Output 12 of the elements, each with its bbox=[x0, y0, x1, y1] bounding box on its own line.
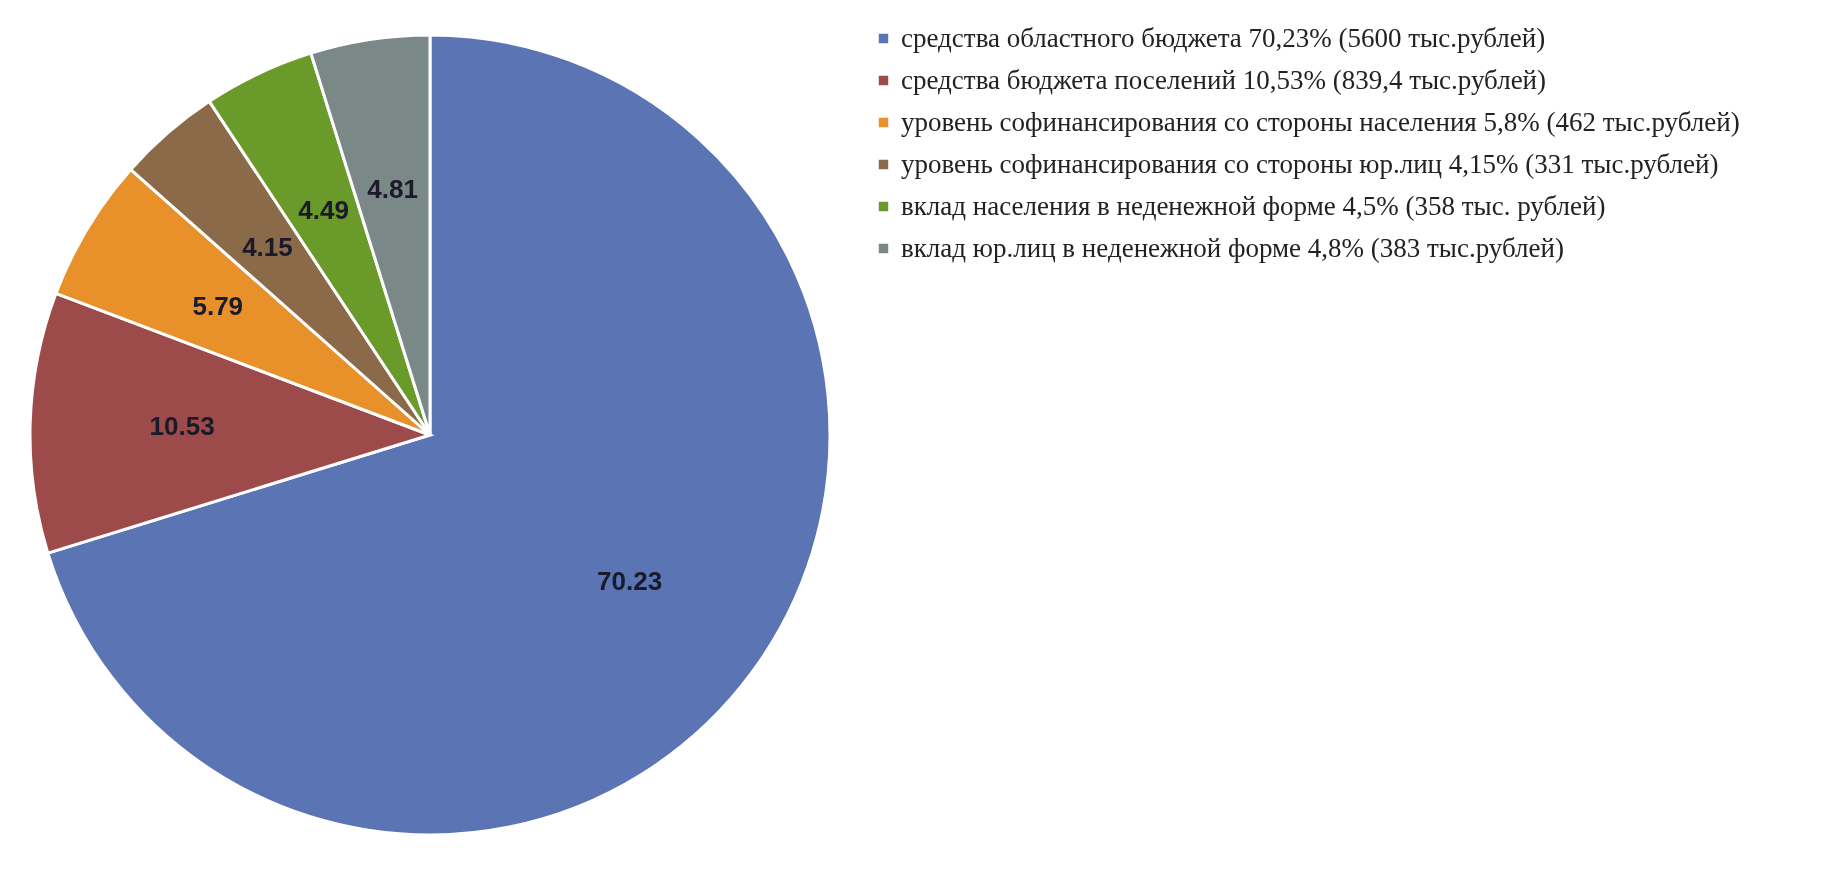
legend-label: вклад населения в неденежной форме 4,5% (358 тыс. рублей) bbox=[901, 190, 1606, 221]
data-label: 4.15 bbox=[242, 231, 293, 262]
data-label: 10.53 bbox=[149, 411, 215, 442]
legend-label: вклад юр.лиц в неденежной форме 4,8% (383 тыс.рублей) bbox=[901, 232, 1564, 263]
data-label: 4.81 bbox=[367, 173, 418, 204]
legend-label: средства бюджета поселений 10,53% (839,4 тыс.рублей) bbox=[901, 64, 1547, 95]
data-label: 5.79 bbox=[192, 290, 244, 321]
legend-label: уровень софинансирования со стороны населения 5,8% (462 тыс.рублей) bbox=[901, 106, 1740, 137]
data-label: 70.23 bbox=[597, 566, 663, 597]
legend-label: уровень софинансирования со стороны юр.лиц 4,15% (331 тыс.рублей) bbox=[901, 148, 1719, 179]
legend-label: средства областного бюджета 70,23% (5600 тыс.рублей) bbox=[901, 22, 1546, 53]
data-label: 4.49 bbox=[298, 194, 349, 225]
